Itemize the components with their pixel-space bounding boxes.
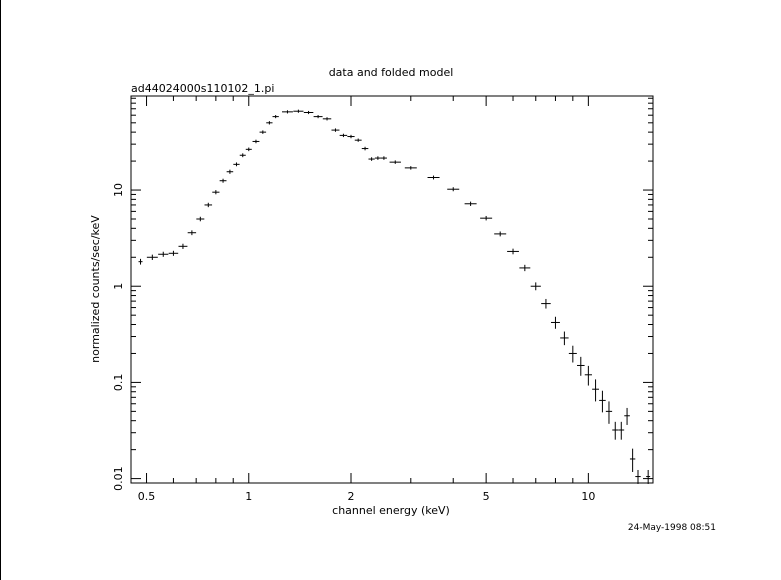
data-point bbox=[568, 345, 577, 363]
data-point bbox=[584, 365, 592, 386]
data-point bbox=[212, 190, 220, 195]
data-point bbox=[629, 448, 636, 472]
data-point bbox=[259, 130, 267, 134]
data-point bbox=[226, 169, 234, 174]
data-point bbox=[354, 138, 362, 142]
data-point bbox=[313, 115, 323, 119]
y-tick-label: 0.1 bbox=[112, 374, 125, 392]
data-point bbox=[447, 187, 460, 192]
data-points bbox=[138, 109, 651, 484]
data-point bbox=[252, 139, 260, 144]
data-point bbox=[480, 215, 493, 221]
data-point bbox=[550, 316, 560, 329]
data-point bbox=[138, 258, 143, 265]
data-point bbox=[219, 178, 227, 183]
plot-timestamp: 24-May-1998 08:51 bbox=[628, 523, 716, 533]
data-point bbox=[592, 379, 599, 402]
data-point bbox=[204, 202, 213, 208]
data-point bbox=[605, 401, 613, 424]
x-tick-label: 0.5 bbox=[138, 490, 156, 503]
data-point bbox=[374, 156, 381, 160]
data-point bbox=[178, 243, 188, 249]
data-point bbox=[560, 331, 569, 346]
chart-subtitle: ad44024000s110102_1.pi bbox=[131, 82, 274, 95]
data-point bbox=[281, 110, 293, 114]
y-axis-label: normalized counts/sec/keV bbox=[89, 215, 102, 363]
data-point bbox=[624, 407, 630, 425]
x-axis-label: channel energy (keV) bbox=[332, 504, 450, 517]
x-tick-label: 10 bbox=[581, 490, 595, 503]
data-point bbox=[158, 251, 169, 257]
data-point bbox=[233, 162, 240, 167]
data-point bbox=[541, 298, 551, 309]
data-point bbox=[507, 248, 519, 255]
x-tick-label: 5 bbox=[483, 490, 490, 503]
data-point bbox=[303, 110, 314, 115]
axis-tick-labels: 0.5 1 2 5 10 0.01 0.1 1 10 bbox=[112, 183, 595, 503]
x-tick-label: 1 bbox=[245, 490, 252, 503]
data-point bbox=[464, 201, 477, 206]
data-point bbox=[494, 231, 507, 237]
data-point bbox=[612, 421, 619, 440]
axis-ticks bbox=[131, 96, 653, 483]
data-point bbox=[146, 254, 158, 260]
data-point bbox=[577, 356, 585, 376]
data-point bbox=[530, 282, 541, 291]
y-tick-label: 10 bbox=[112, 183, 125, 197]
data-point bbox=[339, 133, 348, 138]
plot-frame bbox=[130, 95, 654, 484]
data-point bbox=[389, 160, 401, 164]
y-tick-label: 1 bbox=[112, 283, 125, 290]
data-point bbox=[618, 421, 625, 440]
chart-title: data and folded model bbox=[329, 66, 454, 79]
data-point bbox=[322, 117, 332, 121]
data-point bbox=[404, 166, 417, 170]
data-point bbox=[187, 230, 197, 236]
data-point bbox=[361, 146, 369, 151]
data-point bbox=[239, 153, 246, 158]
x-tick-label: 2 bbox=[347, 490, 354, 503]
data-point bbox=[331, 128, 340, 132]
data-point bbox=[646, 469, 651, 484]
data-point bbox=[519, 264, 531, 272]
data-point bbox=[599, 390, 606, 413]
data-point bbox=[380, 156, 387, 160]
data-point bbox=[293, 109, 304, 113]
data-point bbox=[168, 250, 179, 256]
window-left-edge bbox=[0, 0, 1, 580]
data-point bbox=[427, 175, 440, 180]
data-point bbox=[635, 469, 641, 484]
y-tick-label: 0.01 bbox=[112, 466, 125, 491]
data-point bbox=[245, 147, 252, 152]
data-point bbox=[368, 157, 375, 161]
data-point bbox=[347, 134, 355, 139]
data-point bbox=[272, 115, 279, 119]
data-point bbox=[196, 216, 205, 222]
data-point bbox=[266, 121, 273, 125]
